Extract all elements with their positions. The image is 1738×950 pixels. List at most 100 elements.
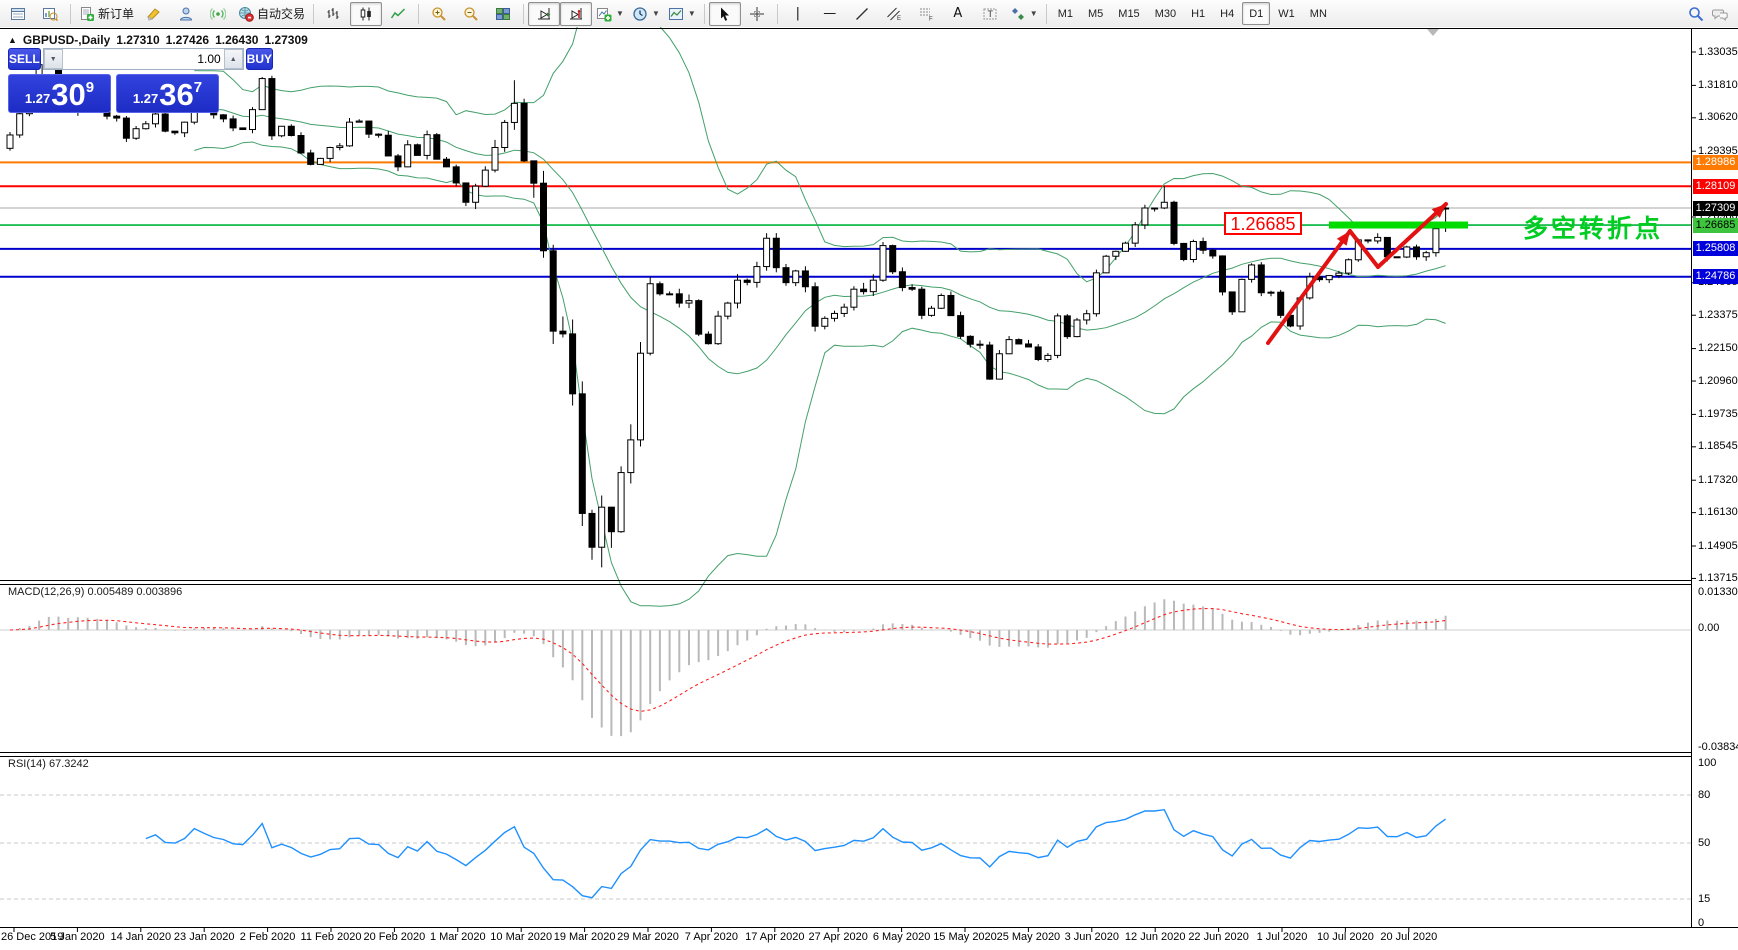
rsi-level-label: 80 — [1698, 788, 1711, 801]
price-badge: 1.28109 — [1693, 178, 1738, 194]
autotrading-label: 自动交易 — [257, 7, 306, 21]
accounts-button[interactable] — [170, 2, 202, 26]
auto-scroll-button[interactable] — [528, 1, 561, 26]
price-axis-tick: 1.20960 — [1698, 374, 1738, 387]
ohlc-close: 1.27309 — [264, 33, 308, 47]
price-axis-tick: 1.22150 — [1698, 342, 1738, 355]
tab-timeframe-W1[interactable]: W1 — [1278, 7, 1295, 20]
time-axis-tick: 1 Mar 2020 — [429, 931, 486, 943]
svg-text:T: T — [987, 9, 993, 19]
trendline-button[interactable] — [846, 2, 878, 26]
price-badge: 1.24786 — [1693, 269, 1738, 285]
toolbar-separator — [418, 3, 420, 24]
tab-timeframe-M5[interactable]: M5 — [1088, 7, 1104, 20]
crosshair-button[interactable] — [741, 2, 773, 26]
ticket-button[interactable] — [138, 2, 170, 26]
price-badge: 1.25808 — [1693, 241, 1738, 257]
indicators-icon — [597, 7, 612, 21]
price-axis-tick: 1.23375 — [1698, 308, 1738, 321]
tile-windows-button[interactable] — [487, 2, 519, 26]
tab-timeframe-MN[interactable]: MN — [1309, 7, 1327, 20]
time-axis-tick: 17 Apr 2020 — [745, 931, 805, 943]
line-chart-button[interactable] — [382, 2, 414, 26]
tab-timeframe-D1[interactable]: D1 — [1242, 2, 1271, 25]
price-axis-tick: 1.13715 — [1698, 571, 1738, 584]
toolbar-separator — [776, 3, 778, 24]
autotrading-button[interactable]: 自动交易 — [234, 2, 309, 26]
cursor-button[interactable] — [708, 1, 741, 26]
data-window-icon — [43, 7, 58, 21]
sell-price-big: 30 — [51, 77, 86, 112]
zoom-in-button[interactable] — [423, 2, 455, 26]
ticket-icon — [147, 7, 160, 21]
collapse-panel-arrow[interactable]: ▲ — [8, 35, 17, 45]
toolbar-separator — [703, 3, 705, 24]
chart-shift-button[interactable] — [560, 1, 593, 26]
text-label-icon: T — [983, 8, 997, 19]
time-axis-tick: 20 Jul 2020 — [1380, 931, 1438, 943]
new-order-button[interactable]: 新订单 — [75, 2, 138, 26]
tile-windows-icon — [496, 7, 511, 20]
price-badge: 1.26685 — [1693, 217, 1738, 233]
time-axis-tick: 20 Feb 2020 — [363, 931, 426, 943]
tab-timeframe-M15[interactable]: M15 — [1118, 7, 1140, 20]
chat-icon[interactable] — [1712, 6, 1728, 22]
volume-input[interactable] — [62, 49, 224, 69]
buy-button[interactable]: BUY — [245, 48, 274, 70]
signals-button[interactable] — [202, 2, 234, 26]
sell-price-sup: 9 — [85, 79, 95, 96]
price-level-annotation[interactable]: 1.26685 — [1224, 212, 1302, 235]
data-window-button[interactable] — [34, 2, 66, 26]
trend-annotations — [1266, 202, 1468, 345]
vertical-line-button[interactable]: | — [782, 2, 814, 26]
volume-decrease-button[interactable]: ▼ — [43, 49, 63, 69]
time-axis-tick: 10 Mar 2020 — [490, 931, 553, 943]
horizontal-line-button[interactable]: — — [814, 2, 846, 26]
templates-button[interactable]: ▼ — [664, 2, 700, 26]
text-button[interactable]: A — [942, 2, 974, 26]
candlestick-chart-button[interactable] — [350, 1, 383, 26]
tab-timeframe-H1[interactable]: H1 — [1191, 7, 1206, 20]
crosshair-icon — [749, 6, 764, 21]
rsi-level-label: 0 — [1698, 916, 1705, 929]
sell-button[interactable]: SELL — [8, 48, 41, 70]
auto-scroll-icon — [538, 7, 551, 19]
candlesticks — [6, 57, 1450, 568]
price-axis-tick: 1.17320 — [1698, 473, 1738, 486]
time-axis-tick: 10 Jul 2020 — [1316, 931, 1374, 943]
buy-price-display[interactable]: 1.27 36 7 — [116, 74, 219, 113]
toolbar-separator — [70, 3, 71, 24]
tab-timeframe-M1[interactable]: M1 — [1057, 7, 1073, 20]
macd-plot — [0, 599, 1691, 737]
sell-price-display[interactable]: 1.27 30 9 — [8, 74, 111, 113]
autotrading-icon — [239, 6, 254, 22]
tab-timeframe-M30[interactable]: M30 — [1154, 7, 1177, 20]
volume-increase-button[interactable]: ▲ — [223, 49, 243, 69]
sell-price-base: 1.27 — [24, 91, 51, 106]
time-axis-tick: 2 Feb 2020 — [239, 931, 296, 943]
horizontal-line-icon: — — [823, 6, 837, 21]
fibonacci-icon: F — [919, 8, 933, 22]
market-watch-button[interactable] — [2, 2, 34, 26]
toolbar-right — [1688, 6, 1736, 22]
price-axis-tick: 1.18545 — [1698, 440, 1738, 453]
channel-button[interactable]: E — [878, 2, 910, 26]
profile-icon — [180, 7, 193, 20]
symbol-period-label: GBPUSD-,Daily — [22, 33, 111, 47]
tab-timeframe-H4[interactable]: H4 — [1220, 7, 1235, 20]
bar-chart-button[interactable] — [318, 2, 350, 26]
search-icon[interactable] — [1688, 6, 1704, 22]
periods-button[interactable]: ▼ — [628, 2, 664, 26]
template-icon — [668, 7, 683, 20]
fibonacci-button[interactable]: F — [910, 2, 942, 26]
time-axis-tick: 25 May 2020 — [996, 931, 1061, 943]
zoom-out-button[interactable] — [455, 2, 487, 26]
channel-icon: E — [886, 7, 901, 22]
text-label-button[interactable]: T — [974, 2, 1006, 26]
arrows-button[interactable]: ▼ — [1006, 2, 1042, 26]
market-watch-icon — [11, 7, 25, 20]
signal-icon — [210, 7, 227, 20]
indicators-button[interactable]: ▼ — [592, 2, 628, 26]
